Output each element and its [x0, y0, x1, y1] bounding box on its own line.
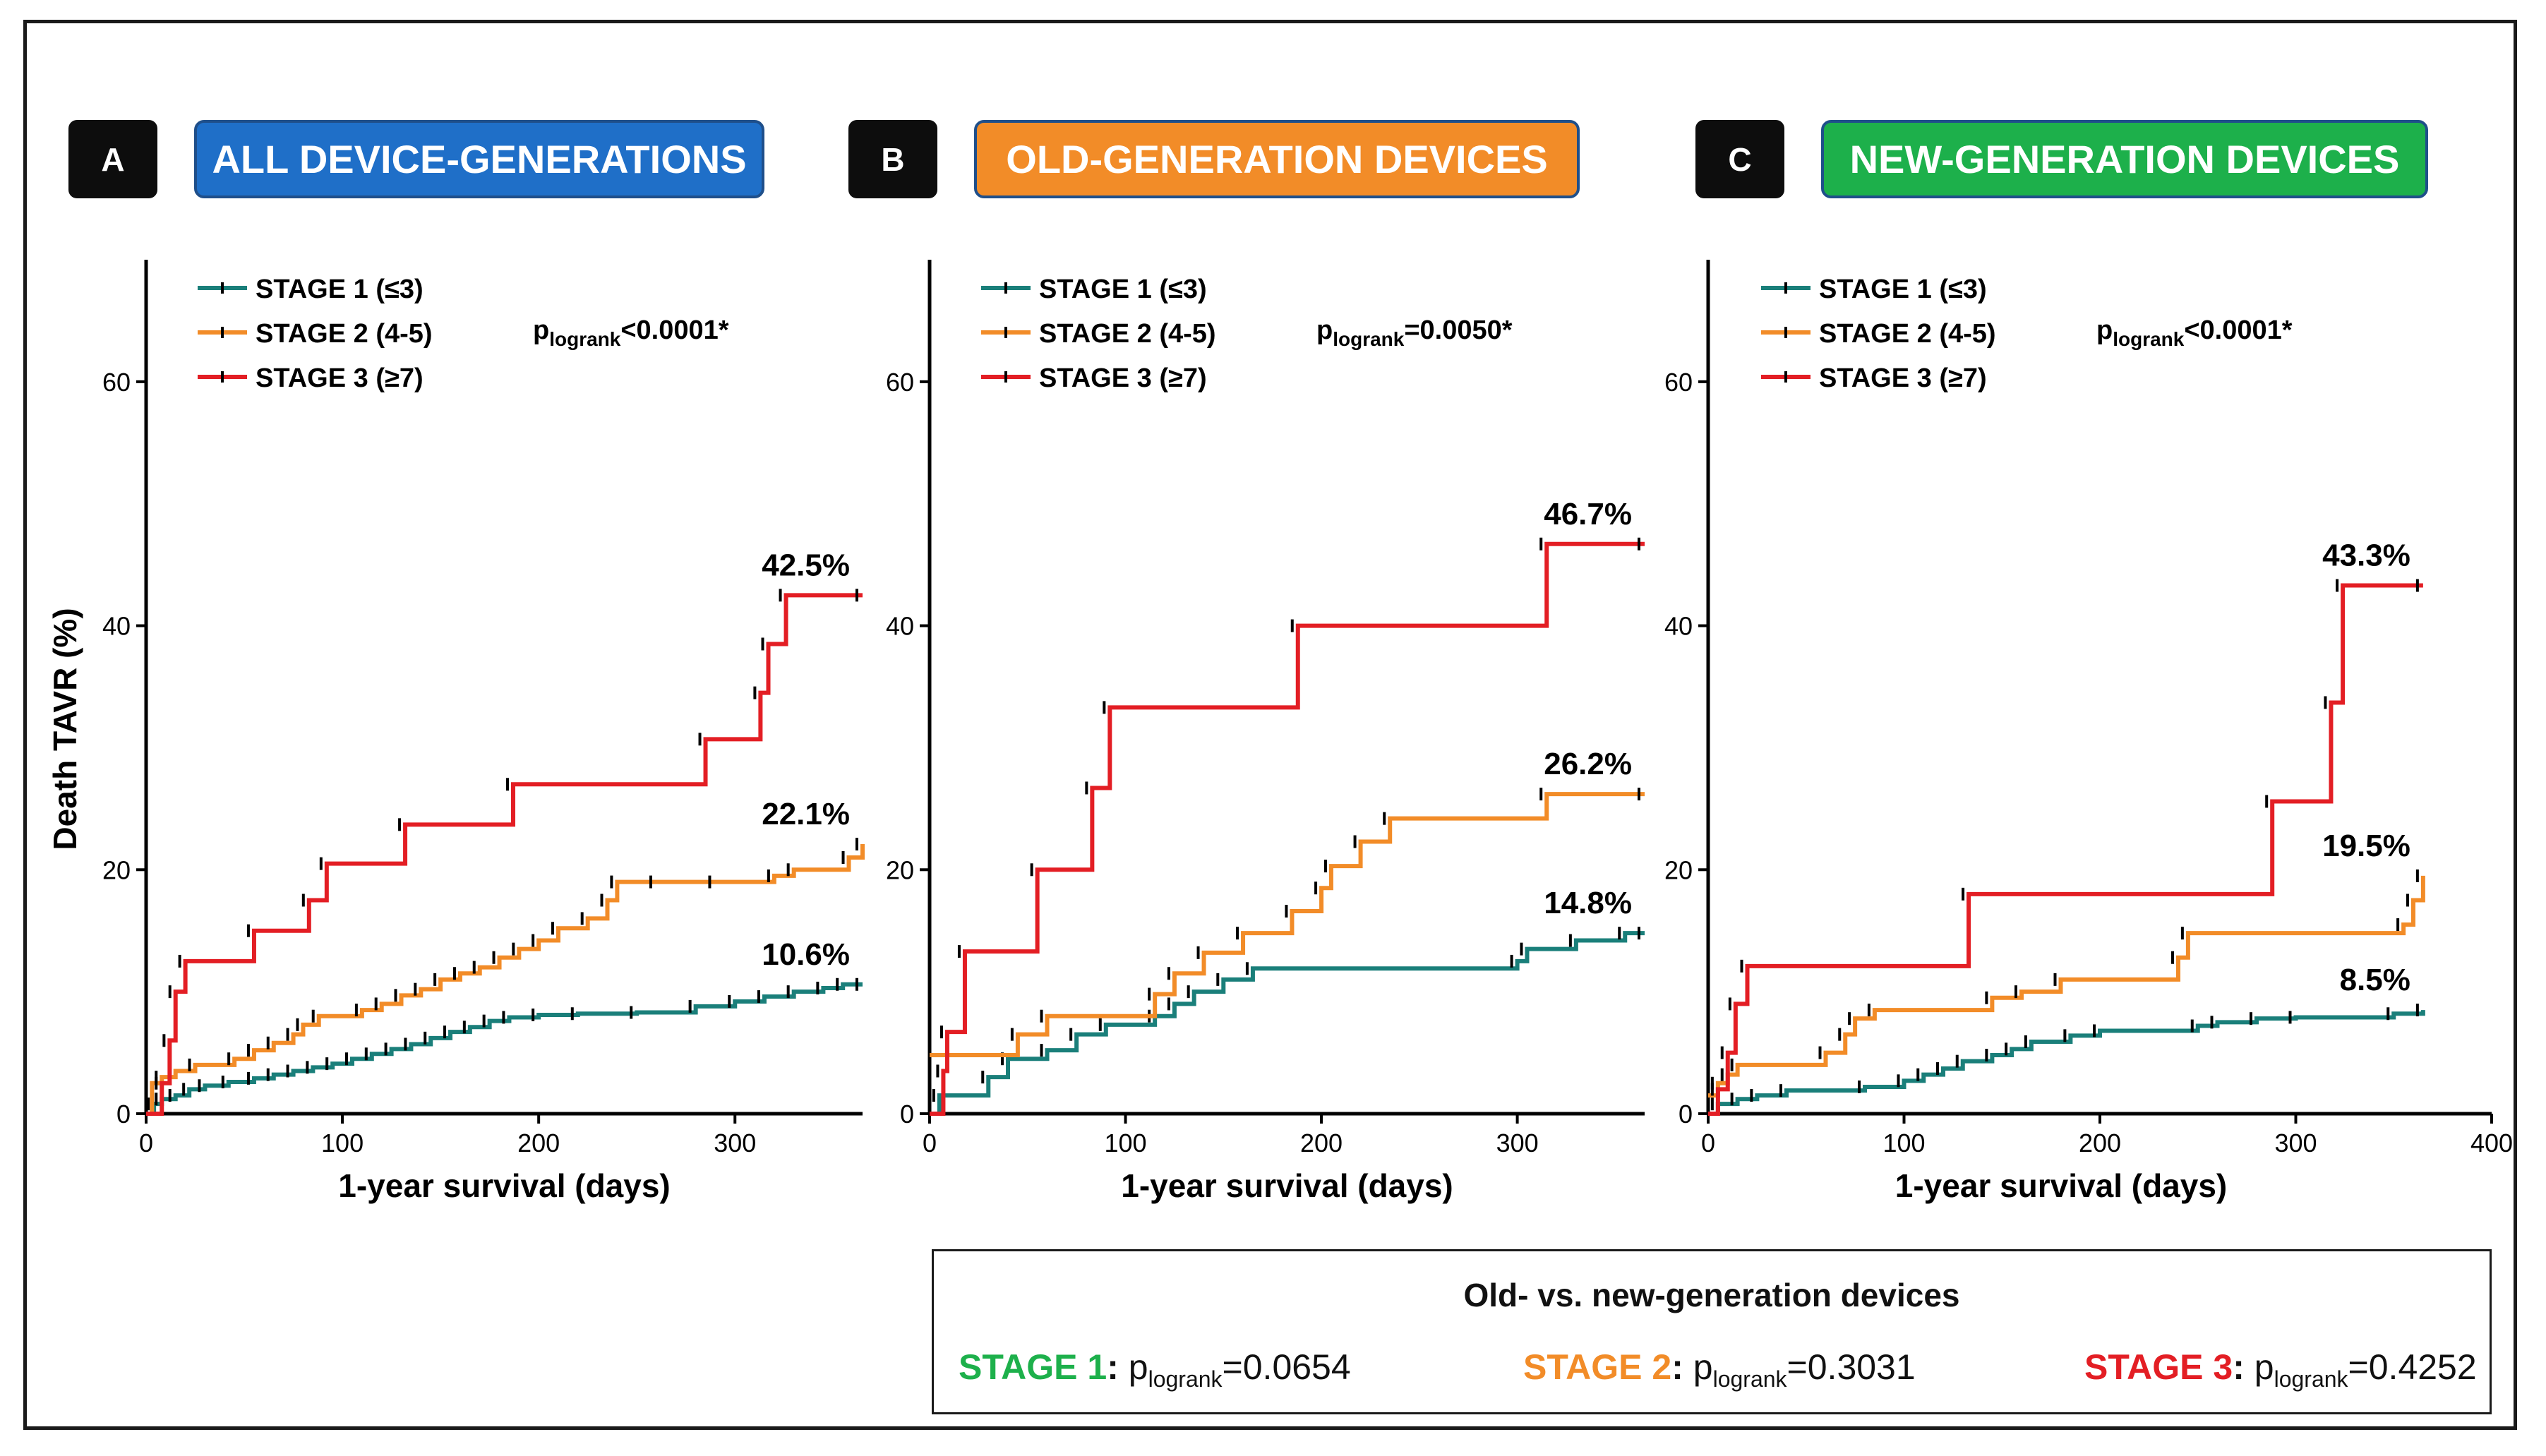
- y-tick-label-b: 0: [900, 1100, 914, 1129]
- y-tick-label-b: 40: [886, 612, 914, 641]
- series-line-c-stage-2: [1708, 875, 2425, 1098]
- x-tick-label-b: 300: [1496, 1129, 1539, 1157]
- x-tick-label-c: 400: [2470, 1129, 2513, 1157]
- series-line-a-stage-3: [146, 593, 863, 1116]
- end-label-a-stage-2: 22.1%: [762, 797, 850, 831]
- summary-stage-2-sub: logrank: [1712, 1366, 1787, 1392]
- x-axis-label-b: 1-year survival (days): [1121, 1167, 1453, 1204]
- end-label-c-stage-1: 8.5%: [2340, 963, 2410, 997]
- x-axis-label-a: 1-year survival (days): [338, 1167, 671, 1204]
- x-tick-label-c: 0: [1701, 1129, 1715, 1157]
- y-tick-label-c: 40: [1664, 612, 1693, 641]
- y-axis-label-a: Death TAVR (%): [47, 608, 83, 850]
- panel-c-letter: C: [1695, 120, 1784, 198]
- summary-stage-1-p: p: [1128, 1347, 1148, 1387]
- legend-label-b-stage-2: STAGE 2 (4-5): [1039, 319, 1216, 349]
- legend-label-a-stage-3: STAGE 3 (≥7): [256, 363, 424, 393]
- x-tick-label-b: 0: [923, 1129, 937, 1157]
- y-tick-label-b: 20: [886, 855, 914, 884]
- series-line-b-stage-1: [930, 931, 1645, 1116]
- y-tick-label-c: 60: [1664, 368, 1693, 397]
- legend-label-a-stage-1: STAGE 1 (≤3): [256, 275, 424, 304]
- series-line-b-stage-3: [930, 541, 1645, 1116]
- figure-frame: [23, 20, 2517, 1430]
- y-tick-label-a: 60: [102, 368, 131, 397]
- series-line-a-stage-1: [146, 982, 863, 1116]
- summary-stage-1-sub: logrank: [1148, 1366, 1223, 1392]
- pvalue-c: plogrank<0.0001*: [2096, 315, 2293, 350]
- end-label-b-stage-2: 26.2%: [1544, 747, 1632, 781]
- pvalue-a: plogrank<0.0001*: [533, 315, 729, 350]
- end-label-c-stage-2: 19.5%: [2322, 829, 2410, 863]
- end-label-a-stage-3: 42.5%: [762, 548, 850, 582]
- series-line-c-stage-3: [1708, 583, 2423, 1116]
- y-tick-label-a: 0: [116, 1100, 131, 1129]
- panel-a-title: ALL DEVICE-GENERATIONS: [194, 120, 764, 198]
- legend-label-c-stage-1: STAGE 1 (≤3): [1819, 275, 1987, 304]
- summary-stage-2-sep: :: [1671, 1347, 1693, 1387]
- summary-stage-3-p: p: [2254, 1347, 2274, 1387]
- end-label-c-stage-3: 43.3%: [2322, 539, 2410, 573]
- y-tick-label-c: 0: [1679, 1100, 1693, 1129]
- x-tick-label-c: 300: [2274, 1129, 2317, 1157]
- pvalue-b: plogrank=0.0050*: [1316, 315, 1513, 350]
- summary-stage-3-sep: :: [2233, 1347, 2254, 1387]
- chart-b: 0 20 40 60 0 100 200 300 1-year survival (days) 1…: [886, 260, 1645, 1204]
- end-label-b-stage-1: 14.8%: [1544, 886, 1632, 920]
- y-tick-label-a: 40: [102, 612, 131, 641]
- x-axis-label-c: 1-year survival (days): [1895, 1167, 2228, 1204]
- series-line-a-stage-2: [146, 843, 865, 1116]
- y-tick-label-b: 60: [886, 368, 914, 397]
- end-label-b-stage-3: 46.7%: [1544, 497, 1632, 531]
- legend-label-b-stage-3: STAGE 3 (≥7): [1039, 363, 1207, 393]
- summary-stage-2-label: STAGE 2: [1523, 1347, 1672, 1387]
- x-tick-label-a: 0: [139, 1129, 153, 1157]
- legend-label-a-stage-2: STAGE 2 (4-5): [256, 319, 433, 349]
- panel-b-title: OLD-GENERATION DEVICES: [974, 120, 1580, 198]
- summary-stage-3: STAGE 3: plogrank=0.4252: [2084, 1347, 2477, 1392]
- summary-stage-1-sep: :: [1107, 1347, 1129, 1387]
- panel-c-title: NEW-GENERATION DEVICES: [1821, 120, 2428, 198]
- x-tick-label-a: 100: [321, 1129, 364, 1157]
- chart-c: 0 20 40 60 0 100 200 300 400 1-year survival (day…: [1664, 260, 2513, 1204]
- legend-label-b-stage-1: STAGE 1 (≤3): [1039, 275, 1207, 304]
- y-tick-label-a: 20: [102, 855, 131, 884]
- x-tick-label-a: 300: [714, 1129, 756, 1157]
- series-line-b-stage-2: [930, 792, 1645, 1058]
- x-tick-label-c: 100: [1883, 1129, 1925, 1157]
- x-tick-label-b: 200: [1300, 1129, 1343, 1157]
- panel-a-letter: A: [68, 120, 157, 198]
- summary-stage-3-label: STAGE 3: [2084, 1347, 2233, 1387]
- summary-stage-1: STAGE 1: plogrank=0.0654: [959, 1347, 1351, 1392]
- summary-stage-1-label: STAGE 1: [959, 1347, 1107, 1387]
- summary-box: Old- vs. new-generation devices STAGE 1:…: [932, 1249, 2492, 1414]
- summary-stage-2: STAGE 2: plogrank=0.3031: [1523, 1347, 1916, 1392]
- summary-heading: Old- vs. new-generation devices: [1463, 1277, 1960, 1313]
- x-tick-label-a: 200: [517, 1129, 560, 1157]
- summary-stage-2-p: p: [1693, 1347, 1713, 1387]
- summary-stage-3-value: =0.4252: [2348, 1347, 2477, 1387]
- x-tick-label-c: 200: [2079, 1129, 2121, 1157]
- legend-label-c-stage-3: STAGE 3 (≥7): [1819, 363, 1987, 393]
- summary-stage-3-sub: logrank: [2274, 1366, 2348, 1392]
- x-tick-label-b: 100: [1104, 1129, 1146, 1157]
- chart-a: 0 20 40 60 0 100 200 300 1-year survival (days) D…: [47, 260, 865, 1204]
- end-label-a-stage-1: 10.6%: [762, 937, 850, 972]
- legend-label-c-stage-2: STAGE 2 (4-5): [1819, 319, 1996, 349]
- y-tick-label-c: 20: [1664, 855, 1693, 884]
- panel-b-letter: B: [848, 120, 937, 198]
- summary-stage-1-value: =0.0654: [1222, 1347, 1351, 1387]
- summary-stage-2-value: =0.3031: [1787, 1347, 1916, 1387]
- series-line-c-stage-1: [1708, 1010, 2425, 1116]
